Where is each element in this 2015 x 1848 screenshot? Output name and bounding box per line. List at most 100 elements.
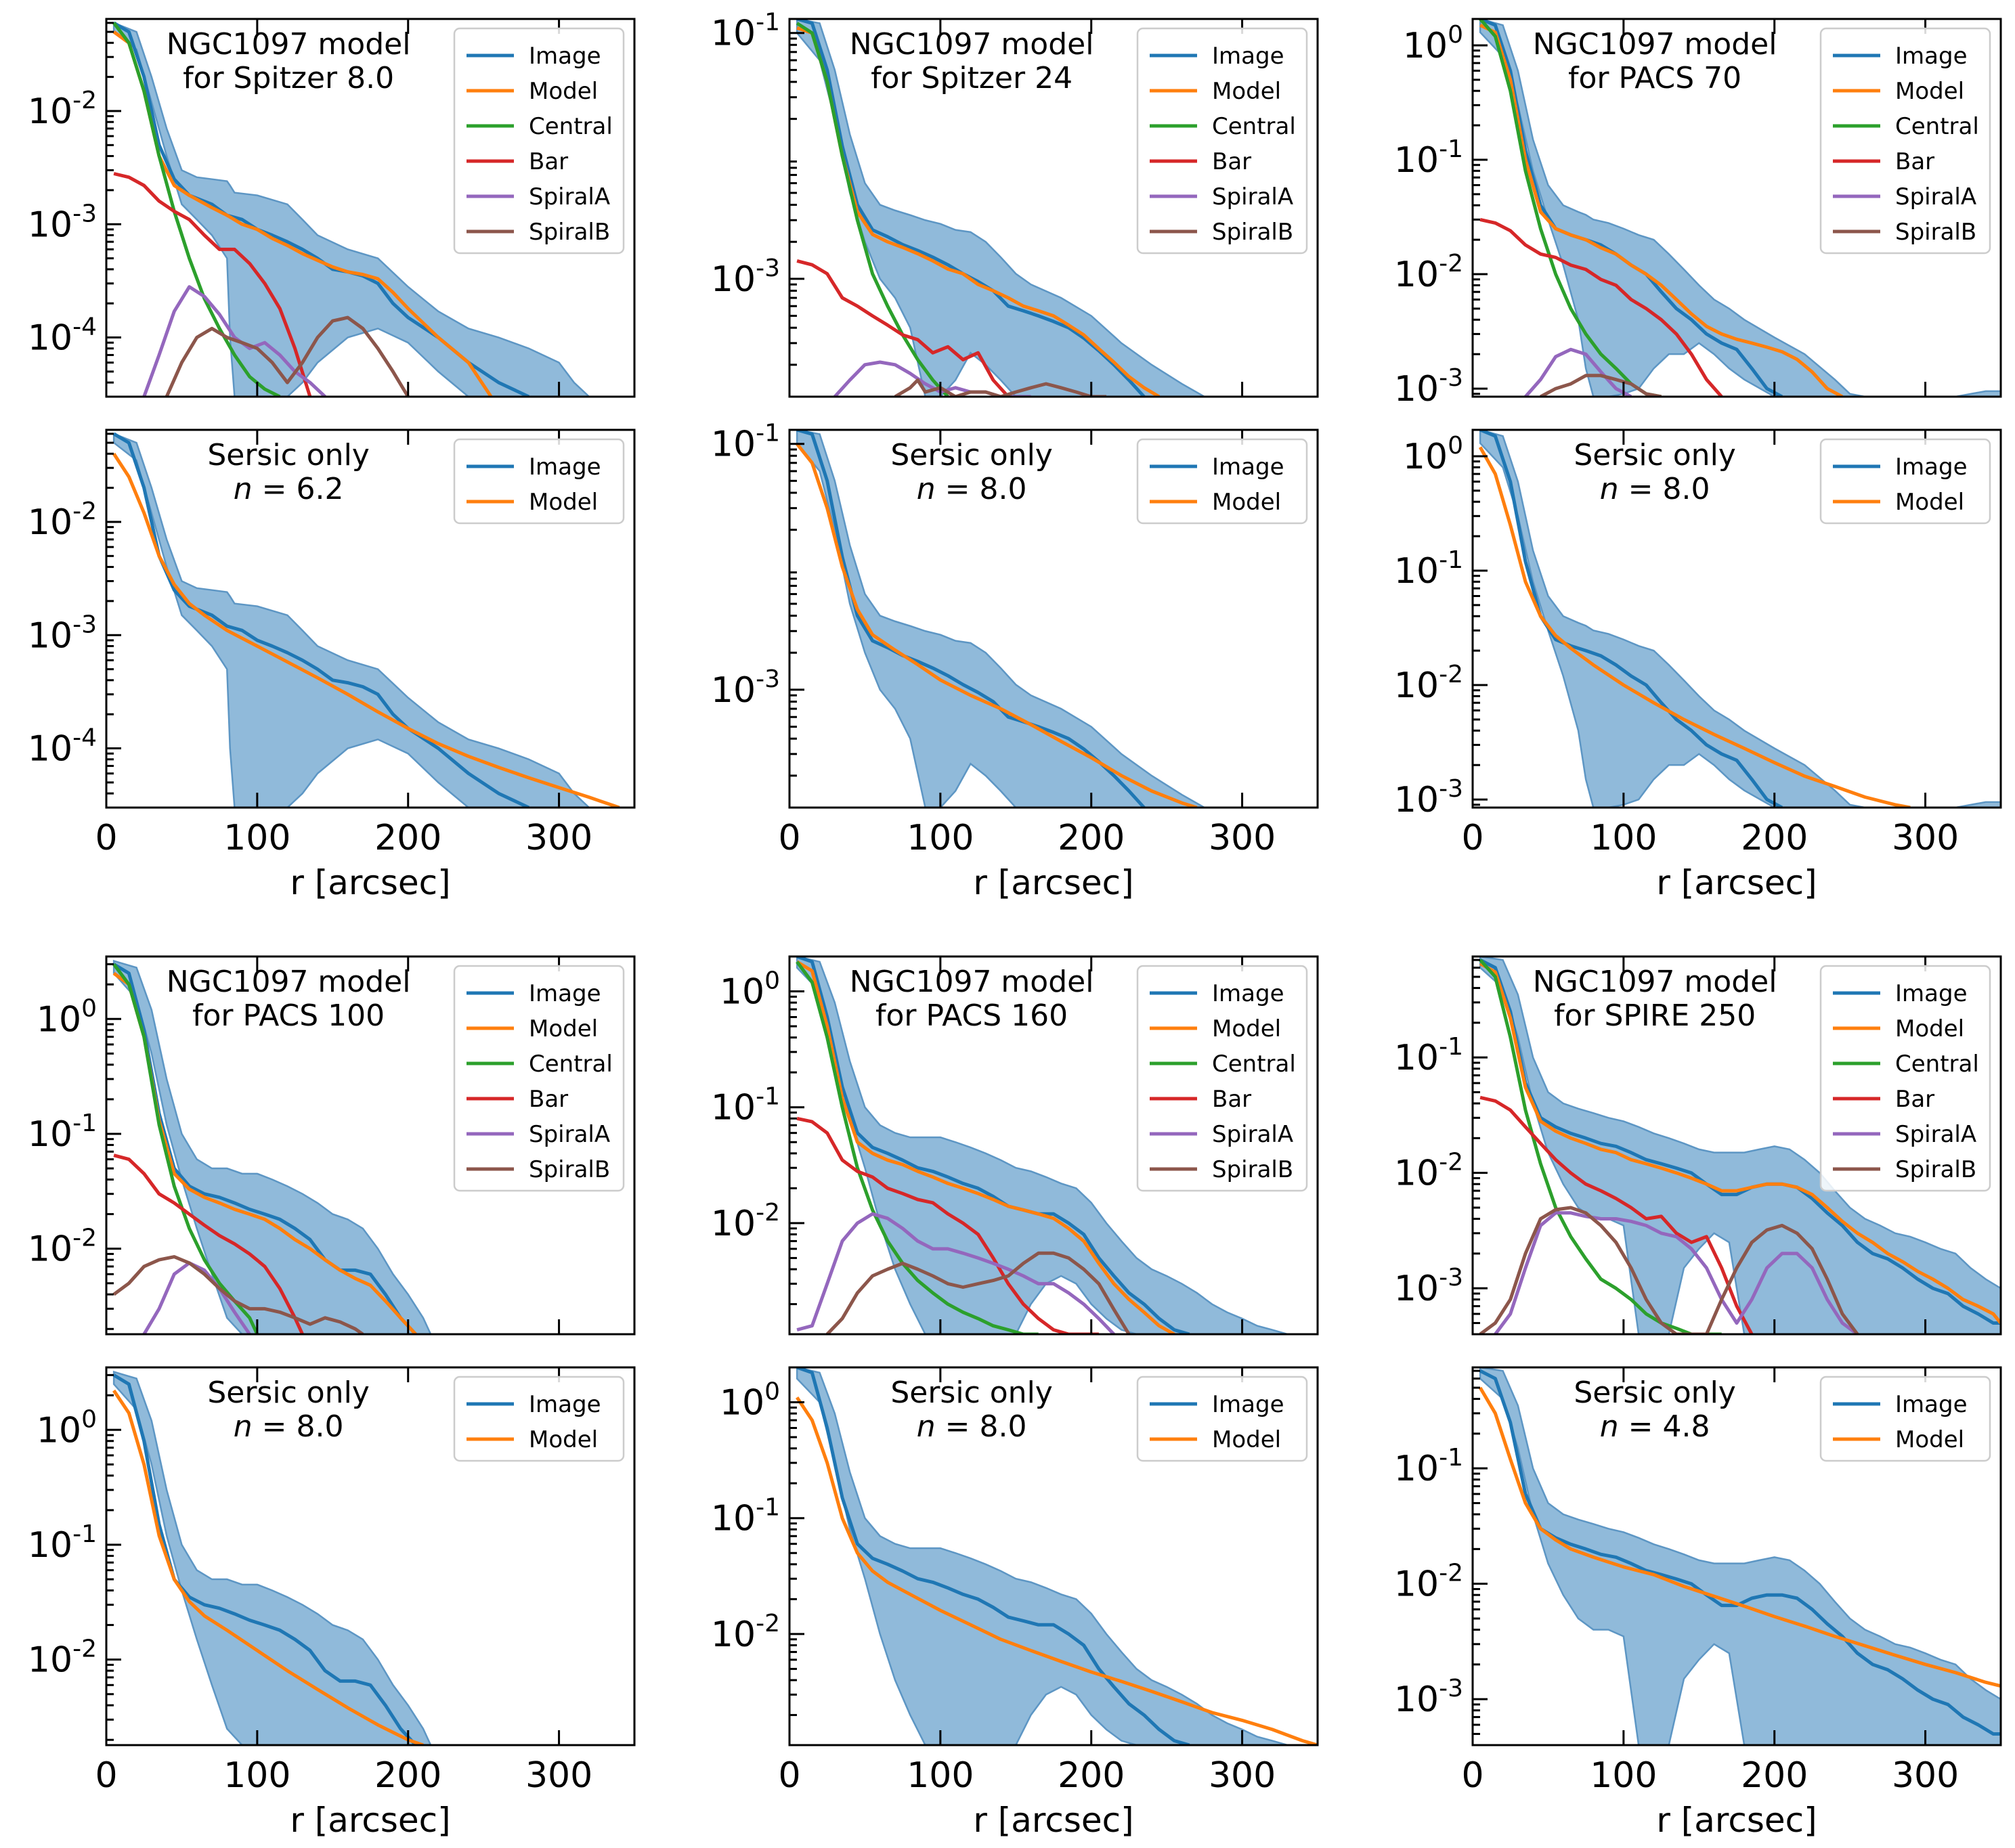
plot-area (796, 1367, 1318, 1745)
y-tick-label: 10-2 (1394, 1560, 1463, 1605)
x-axis-label: r [arcsec] (1656, 1801, 1817, 1840)
series-model-line (796, 960, 1175, 1334)
panel-title-line: n = 8.0 (1600, 472, 1710, 506)
y-tick-label: 10-1 (1394, 135, 1463, 181)
series-model-line (796, 26, 1161, 397)
legend-label-model: Model (529, 1015, 598, 1042)
image-uncertainty-band (796, 956, 1318, 1334)
series-model-line (796, 443, 1198, 808)
plot-area (112, 432, 634, 808)
series-image-line (1479, 958, 2001, 1325)
series-bar-line (1479, 1095, 1754, 1334)
panel-title-line: NGC1097 model (167, 965, 411, 999)
panel-title-line: Sersic only (207, 438, 370, 472)
x-tick-label: 300 (525, 1755, 592, 1796)
y-tick-label: 10-2 (1394, 250, 1463, 295)
series-central-line (796, 961, 1039, 1334)
y-tick-label: 10-1 (28, 1109, 97, 1155)
y-tick-label: 10-2 (1394, 661, 1463, 706)
x-tick-label: 100 (907, 1755, 974, 1796)
axes-frame (1471, 955, 2002, 1336)
y-tick-label: 100 (720, 967, 780, 1013)
panel-title-line: for PACS 160 (875, 998, 1068, 1033)
plot-area (1479, 19, 2001, 397)
x-tick-label: 100 (1590, 818, 1657, 858)
series-model-line (1478, 446, 1911, 808)
image-uncertainty-band (112, 1370, 432, 1745)
y-tick-label: 10-3 (1394, 364, 1463, 410)
x-axis-label: r [arcsec] (973, 863, 1133, 902)
series-image-line (112, 1373, 417, 1745)
panel-title-line: n = 8.0 (917, 1409, 1027, 1444)
legend-label-image: Image (529, 43, 601, 70)
y-tick-label: 10-3 (711, 255, 780, 300)
legend-label-spirala: SpiralA (1895, 1121, 1976, 1148)
legend-label-model: Model (1895, 78, 1964, 105)
panel-title-line: NGC1097 model (850, 965, 1094, 999)
x-tick-label: 300 (1209, 1755, 1276, 1796)
panel-sp250-sersic: 0 100 200 300 r [arcsec] 10-3 10-2 10-1 Sersic o… (1394, 1366, 2002, 1840)
legend-label-model: Model (1895, 1015, 1964, 1042)
y-tick-label: 10-4 (28, 313, 97, 359)
panel-title-line: for PACS 100 (192, 998, 385, 1033)
legend-label-central: Central (529, 1051, 613, 1078)
y-tick-label: 10-2 (711, 1199, 780, 1244)
panel-s80-sersic: 0 100 200 300 r [arcsec] 10-4 10-3 10-2 Sersic o… (28, 428, 636, 902)
x-axis-label: r [arcsec] (290, 863, 450, 902)
legend-label-image: Image (1212, 454, 1284, 481)
axes-frame (105, 428, 636, 809)
x-axis-label: r [arcsec] (290, 1801, 450, 1840)
y-tick-label: 10-3 (28, 200, 97, 245)
plot-area (112, 1370, 432, 1745)
legend: Image Model (453, 438, 625, 525)
series-image-line (112, 21, 530, 397)
x-axis-label: r [arcsec] (973, 1801, 1133, 1840)
legend-label-model: Model (1895, 1426, 1964, 1453)
panel-title-line: n = 4.8 (1600, 1409, 1710, 1444)
series-model-line (112, 1389, 424, 1745)
plot-area (112, 21, 634, 397)
legend-label-image: Image (1212, 43, 1284, 70)
panel-title-line: NGC1097 model (1533, 27, 1777, 62)
series-model-line (1479, 23, 1844, 397)
y-tick-label: 10-2 (28, 498, 97, 543)
legend: Image Model Central Bar SpiralA SpiralB (1136, 27, 1308, 255)
x-tick-label: 300 (1892, 1755, 1959, 1796)
plot-area (796, 19, 1207, 397)
axes-frame (1471, 18, 2002, 398)
y-tick-label: 10-1 (1394, 546, 1463, 592)
image-uncertainty-band (1479, 430, 2001, 808)
series-central-line (112, 22, 281, 397)
axes-frame (105, 18, 636, 398)
x-tick-label: 0 (95, 1755, 117, 1796)
legend: Image Model (1136, 1376, 1308, 1462)
series-model-line (112, 30, 493, 397)
legend-label-spiralb: SpiralB (1895, 219, 1976, 246)
x-tick-label: 200 (1741, 1755, 1808, 1796)
series-spiralb-line (1479, 1206, 1859, 1334)
x-tick-label: 0 (778, 818, 800, 858)
legend-label-spirala: SpiralA (1895, 183, 1976, 211)
panel-title-line: Sersic only (890, 438, 1053, 472)
legend: Image Model (1136, 438, 1308, 525)
image-uncertainty-band (112, 21, 634, 397)
panel-title-line: for Spitzer 8.0 (183, 61, 394, 95)
legend-label-image: Image (529, 980, 601, 1007)
legend-label-bar: Bar (529, 1086, 568, 1113)
x-tick-label: 200 (1058, 1755, 1125, 1796)
plot-area (1478, 1367, 2001, 1745)
series-model-line (1479, 962, 2001, 1325)
panel-title-line: Sersic only (1574, 1376, 1736, 1410)
x-tick-label: 300 (1892, 818, 1959, 858)
panel-title-line: for SPIRE 250 (1554, 998, 1756, 1033)
legend: Image Model Central Bar SpiralA SpiralB (453, 965, 625, 1192)
y-tick-label: 10-1 (711, 1083, 780, 1128)
legend-label-spiralb: SpiralB (1895, 1156, 1976, 1183)
series-bar-line (1479, 217, 1723, 397)
plot-area (1478, 430, 2001, 808)
